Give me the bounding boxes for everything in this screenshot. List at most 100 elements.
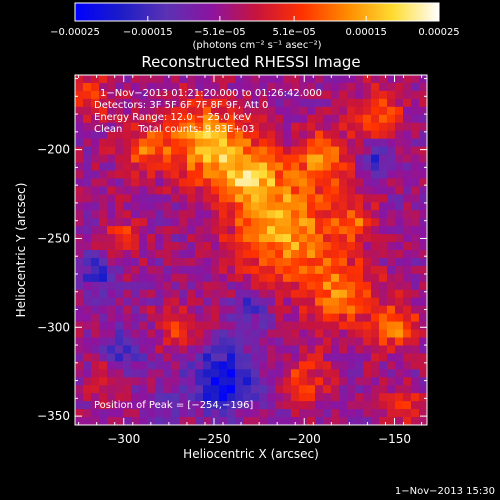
heatmap-cell <box>347 186 356 195</box>
heatmap-cell <box>107 138 116 147</box>
heatmap-cell <box>299 273 308 283</box>
heatmap-cell <box>171 353 180 362</box>
heatmap-cell <box>139 313 148 322</box>
heatmap-cell <box>131 353 140 362</box>
heatmap-cell <box>331 162 340 171</box>
heatmap-cell <box>147 305 156 315</box>
heatmap-cell <box>307 329 316 338</box>
heatmap-cell <box>91 385 100 394</box>
heatmap-cell <box>363 337 372 346</box>
heatmap-cell <box>243 281 252 291</box>
heatmap-cell <box>251 178 260 187</box>
heatmap-cell <box>131 130 140 140</box>
heatmap-cell <box>75 385 84 394</box>
heatmap-cell <box>219 194 228 203</box>
heatmap-cell <box>331 218 340 227</box>
heatmap-cell <box>403 186 412 195</box>
heatmap-cell <box>395 106 404 116</box>
heatmap-cell <box>171 250 180 259</box>
heatmap-cell <box>395 202 404 211</box>
heatmap-cell <box>123 409 132 418</box>
heatmap-cell <box>315 146 324 155</box>
heatmap-cell <box>403 417 412 425</box>
heatmap-cell <box>83 186 92 195</box>
heatmap-cell <box>363 257 372 267</box>
heatmap-cell <box>387 218 396 227</box>
heatmap-cell <box>115 178 124 187</box>
heatmap-cell <box>235 385 244 394</box>
heatmap-cell <box>203 385 212 394</box>
heatmap-cell <box>371 273 380 283</box>
heatmap-cell <box>115 281 124 291</box>
heatmap-cell <box>419 162 427 171</box>
heatmap-cell <box>275 178 284 187</box>
heatmap-cell <box>187 353 196 362</box>
heatmap-cell <box>315 130 324 140</box>
heatmap-cell <box>275 297 284 307</box>
heatmap-cell <box>75 353 84 362</box>
heatmap-cell <box>323 106 332 116</box>
heatmap-cell <box>363 210 372 219</box>
heatmap-cell <box>131 178 140 187</box>
heatmap-cell <box>371 202 380 211</box>
heatmap-cell <box>251 393 260 402</box>
heatmap-cell <box>347 210 356 219</box>
heatmap-cell <box>83 170 92 179</box>
heatmap-cell <box>187 297 196 307</box>
heatmap-cell <box>387 377 396 386</box>
heatmap-cell <box>395 417 404 425</box>
heatmap-cell <box>259 281 268 291</box>
heatmap-cell <box>379 393 388 402</box>
heatmap-cell <box>299 369 308 378</box>
heatmap-cell <box>243 393 252 402</box>
heatmap-cell <box>243 146 252 155</box>
heatmap-cell <box>347 305 356 315</box>
heatmap-cell <box>251 305 260 315</box>
heatmap-cell <box>411 409 420 418</box>
heatmap-cell <box>99 369 108 378</box>
heatmap-cell <box>419 377 427 386</box>
heatmap-cell <box>131 257 140 267</box>
heatmap-cell <box>163 361 172 370</box>
heatmap-cell <box>99 281 108 291</box>
heatmap-cell <box>195 242 204 251</box>
heatmap-cell <box>243 345 252 354</box>
heatmap-cell <box>395 257 404 267</box>
heatmap-cell <box>259 273 268 283</box>
heatmap-cell <box>331 146 340 155</box>
heatmap-cell <box>419 345 427 354</box>
heatmap-cell <box>259 345 268 354</box>
heatmap-cell <box>379 361 388 370</box>
heatmap-cell <box>331 154 340 163</box>
heatmap-cell <box>331 257 340 267</box>
heatmap-cell <box>147 265 156 275</box>
heatmap-cell <box>387 194 396 203</box>
heatmap-cell <box>163 281 172 291</box>
heatmap-cell <box>139 186 148 195</box>
heatmap-cell <box>347 273 356 283</box>
heatmap-cell <box>99 289 108 299</box>
heatmap-cell <box>139 345 148 354</box>
heatmap-cell <box>339 361 348 370</box>
heatmap-cell <box>403 218 412 227</box>
heatmap-cell <box>211 90 220 100</box>
heatmap-cell <box>355 337 364 346</box>
heatmap-cell <box>347 393 356 402</box>
heatmap-cell <box>379 345 388 354</box>
heatmap-cell <box>315 202 324 211</box>
heatmap-cell <box>227 186 236 195</box>
heatmap-cell <box>203 337 212 346</box>
heatmap-cell <box>411 90 420 100</box>
heatmap-cell <box>371 265 380 275</box>
heatmap-cell <box>195 154 204 163</box>
heatmap-cell <box>331 186 340 195</box>
heatmap-cell <box>315 401 324 410</box>
heatmap-cell <box>347 138 356 147</box>
heatmap-cell <box>171 154 180 163</box>
heatmap-cell <box>75 321 84 330</box>
heatmap-cell <box>131 393 140 402</box>
heatmap-cell <box>355 98 364 108</box>
heatmap-cell <box>259 385 268 394</box>
heatmap-cell <box>195 194 204 203</box>
heatmap-cell <box>315 329 324 338</box>
